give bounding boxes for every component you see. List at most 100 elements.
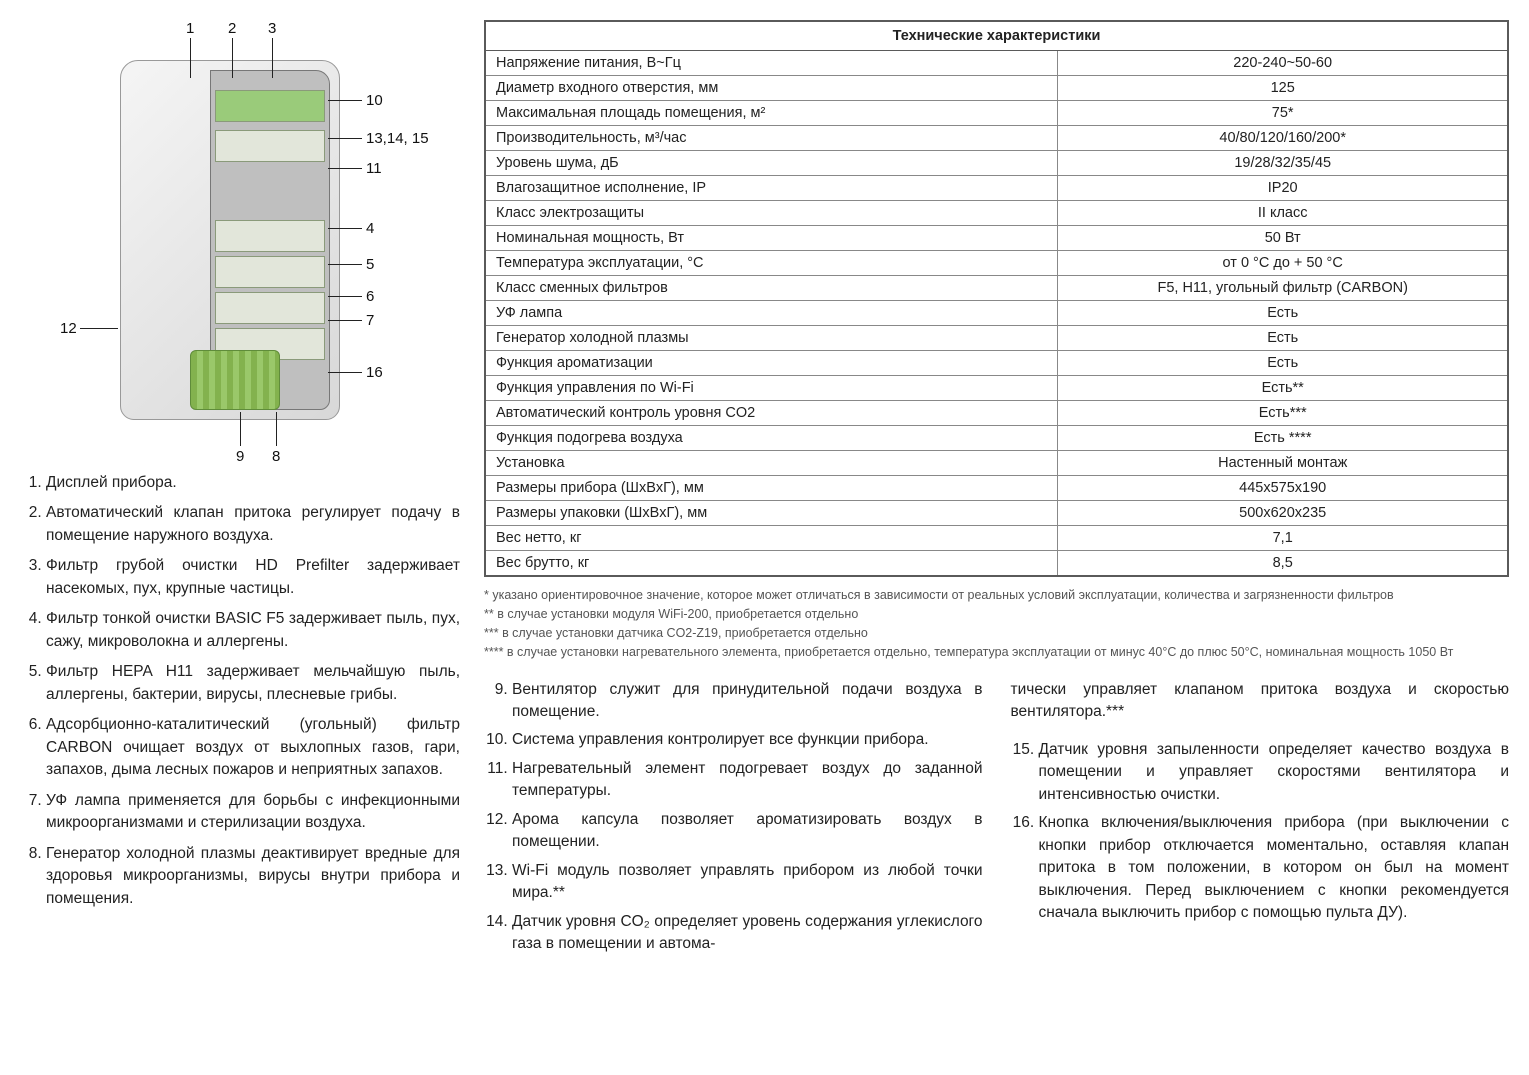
legend-item: Датчик уровня CO₂ определяет уровень сод…: [512, 911, 983, 956]
spec-value: 19/28/32/35/45: [1058, 151, 1508, 176]
spec-label: Автоматический контроль уровня CO2: [485, 401, 1058, 426]
callout-13-14-15: 13,14, 15: [366, 130, 429, 147]
legend-item: Генератор холодной плазмы деактивирует в…: [46, 843, 460, 910]
leader-line: [328, 228, 362, 229]
footnote-line: **** в случае установки нагревательного …: [484, 644, 1509, 661]
page-root: 1 2 3 10 13,14, 15 11 4 5 6 7 16 12 9 8 …: [20, 20, 1509, 962]
callout-7: 7: [366, 312, 374, 329]
legend-item: Датчик уровня запыленности определяет ка…: [1039, 739, 1510, 806]
spec-value: IP20: [1058, 176, 1508, 201]
legend-item: Адсорбционно-каталитический (угольный) ф…: [46, 714, 460, 781]
spec-row: Вес нетто, кг7,1: [485, 526, 1508, 551]
device-slot: [215, 90, 325, 122]
legend-item: Система управления контролирует все функ…: [512, 729, 983, 751]
device-fan-shape: [190, 350, 280, 410]
spec-label: Влагозащитное исполнение, IP: [485, 176, 1058, 201]
footnote-line: *** в случае установки датчика CO2-Z19, …: [484, 625, 1509, 642]
spec-row: Размеры упаковки (ШxВxГ), мм500x620x235: [485, 501, 1508, 526]
spec-row: Влагозащитное исполнение, IPIP20: [485, 176, 1508, 201]
spec-label: Максимальная площадь помещения, м²: [485, 101, 1058, 126]
device-slot: [215, 256, 325, 288]
legend-continuation-columns: Вентилятор служит для принудительной под…: [484, 679, 1509, 962]
spec-label: Генератор холодной плазмы: [485, 326, 1058, 351]
callout-2: 2: [228, 20, 236, 37]
spec-value: Настенный монтаж: [1058, 451, 1508, 476]
callout-1: 1: [186, 20, 194, 37]
spec-label: УФ лампа: [485, 301, 1058, 326]
spec-label: Номинальная мощность, Вт: [485, 226, 1058, 251]
spec-label: Размеры прибора (ШxВxГ), мм: [485, 476, 1058, 501]
spec-row: Генератор холодной плазмыЕсть: [485, 326, 1508, 351]
spec-label: Диаметр входного отверстия, мм: [485, 76, 1058, 101]
spec-value: 125: [1058, 76, 1508, 101]
spec-row: Номинальная мощность, Вт50 Вт: [485, 226, 1508, 251]
spec-value: Есть**: [1058, 376, 1508, 401]
footnotes-block: * указано ориентировочное значение, кото…: [484, 587, 1509, 661]
callout-9: 9: [236, 448, 244, 465]
legend-continuation-text: тически управляет клапаном притока возду…: [1011, 679, 1510, 724]
leader-line: [328, 138, 362, 139]
spec-row: Автоматический контроль уровня CO2Есть**…: [485, 401, 1508, 426]
legend-item: Фильтр грубой очистки HD Prefilter задер…: [46, 555, 460, 600]
device-slot: [215, 292, 325, 324]
callout-12: 12: [60, 320, 77, 337]
legend-list-mid: Вентилятор служит для принудительной под…: [484, 679, 983, 956]
spec-row: УстановкаНастенный монтаж: [485, 451, 1508, 476]
spec-row: УФ лампаЕсть: [485, 301, 1508, 326]
device-slot: [215, 130, 325, 162]
callout-11: 11: [366, 160, 382, 177]
spec-value: 50 Вт: [1058, 226, 1508, 251]
legend-item: Вентилятор служит для принудительной под…: [512, 679, 983, 724]
spec-row: Вес брутто, кг8,5: [485, 551, 1508, 577]
callout-6: 6: [366, 288, 374, 305]
leader-line: [276, 412, 277, 446]
spec-value: от 0 °С до + 50 °С: [1058, 251, 1508, 276]
spec-value: F5, H11, угольный фильтр (CARBON): [1058, 276, 1508, 301]
spec-value: Есть: [1058, 326, 1508, 351]
spec-value: Есть ****: [1058, 426, 1508, 451]
spec-label: Вес нетто, кг: [485, 526, 1058, 551]
spec-label: Температура эксплуатации, °С: [485, 251, 1058, 276]
left-column: 1 2 3 10 13,14, 15 11 4 5 6 7 16 12 9 8 …: [20, 20, 460, 918]
spec-row: Функция подогрева воздухаЕсть ****: [485, 426, 1508, 451]
spec-table-title: Технические характеристики: [485, 21, 1508, 51]
device-slot: [215, 220, 325, 252]
legend-item: Фильтр HEPA H11 задерживает мельчайшую п…: [46, 661, 460, 706]
legend-list-right: Датчик уровня запыленности определяет ка…: [1011, 739, 1510, 925]
leader-line: [190, 38, 191, 78]
legend-item: Нагревательный элемент подогревает возду…: [512, 758, 983, 803]
legend-list: Дисплей прибора.Автоматический клапан пр…: [20, 472, 460, 910]
legend-item: Кнопка включения/выключения прибора (при…: [1039, 812, 1510, 924]
leader-line: [240, 412, 241, 446]
spec-value: 445x575x190: [1058, 476, 1508, 501]
leader-line: [328, 372, 362, 373]
spec-row: Уровень шума, дБ19/28/32/35/45: [485, 151, 1508, 176]
leader-line: [80, 328, 118, 329]
callout-10: 10: [366, 92, 383, 109]
spec-value: II класс: [1058, 201, 1508, 226]
leader-line: [232, 38, 233, 78]
spec-value: 8,5: [1058, 551, 1508, 577]
spec-value: 7,1: [1058, 526, 1508, 551]
leader-line: [272, 38, 273, 78]
callout-3: 3: [268, 20, 276, 37]
footnote-line: * указано ориентировочное значение, кото…: [484, 587, 1509, 604]
leader-line: [328, 100, 362, 101]
legend-col-middle: Вентилятор служит для принудительной под…: [484, 679, 983, 962]
legend-item: УФ лампа применяется для борьбы с инфекц…: [46, 790, 460, 835]
spec-value: 500x620x235: [1058, 501, 1508, 526]
spec-label: Уровень шума, дБ: [485, 151, 1058, 176]
spec-label: Класс электрозащиты: [485, 201, 1058, 226]
spec-value: Есть: [1058, 351, 1508, 376]
legend-item: Фильтр тонкой очистки BASIC F5 задержива…: [46, 608, 460, 653]
spec-value: Есть***: [1058, 401, 1508, 426]
spec-value: 40/80/120/160/200*: [1058, 126, 1508, 151]
legend-item: Дисплей прибора.: [46, 472, 460, 494]
spec-row: Производительность, м³/час40/80/120/160/…: [485, 126, 1508, 151]
spec-row: Функция ароматизацииЕсть: [485, 351, 1508, 376]
footnote-line: ** в случае установки модуля WiFi-200, п…: [484, 606, 1509, 623]
spec-value: Есть: [1058, 301, 1508, 326]
leader-line: [328, 264, 362, 265]
spec-value: 75*: [1058, 101, 1508, 126]
spec-label: Класс сменных фильтров: [485, 276, 1058, 301]
